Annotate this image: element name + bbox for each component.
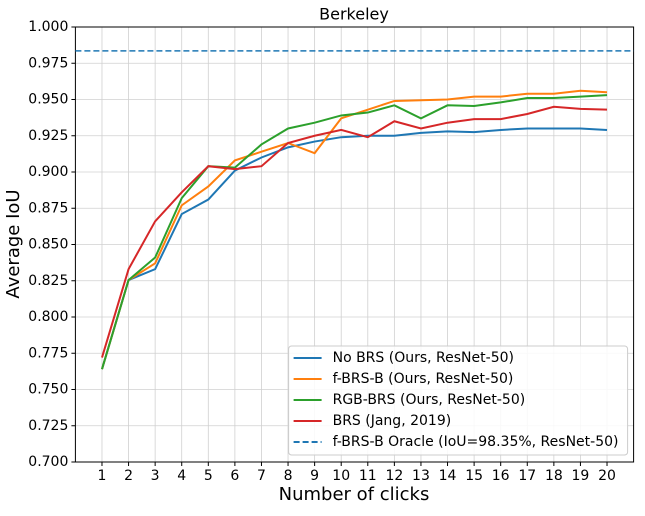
x-tick-label: 4 bbox=[177, 468, 186, 484]
y-tick-label: 1.000 bbox=[28, 19, 68, 35]
x-axis-label: Number of clicks bbox=[279, 484, 430, 505]
legend-label: No BRS (Ours, ResNet-50) bbox=[333, 350, 514, 366]
legend-box bbox=[288, 345, 629, 456]
y-axis-label: Average IoU bbox=[3, 189, 24, 298]
x-tick-label: 12 bbox=[385, 468, 403, 484]
data-line bbox=[101, 105, 608, 358]
legend-label: RGB-BRS (Ours, ResNet-50) bbox=[333, 392, 526, 408]
data-line bbox=[101, 127, 608, 370]
x-tick-label: 7 bbox=[257, 468, 266, 484]
x-tick-label: 14 bbox=[439, 468, 457, 484]
y-tick-label: 0.875 bbox=[28, 200, 68, 216]
y-tick-label: 0.825 bbox=[28, 273, 68, 289]
x-tick-label: 17 bbox=[518, 468, 536, 484]
x-tick-label: 3 bbox=[151, 468, 160, 484]
x-tick-label: 19 bbox=[572, 468, 590, 484]
legend-label: f-BRS-B (Ours, ResNet-50) bbox=[333, 371, 514, 387]
x-tick-label: 16 bbox=[492, 468, 510, 484]
y-tick-label: 0.850 bbox=[28, 237, 68, 253]
chart-title: Berkeley bbox=[319, 5, 389, 24]
y-tick-label: 0.725 bbox=[28, 418, 68, 434]
y-tick-label: 0.700 bbox=[28, 454, 68, 470]
legend-label: f-BRS-B Oracle (IoU=98.35%, ResNet-50) bbox=[333, 434, 619, 450]
x-tick-label: 10 bbox=[332, 468, 350, 484]
y-tick-label: 0.900 bbox=[28, 164, 68, 180]
x-tick-label: 11 bbox=[359, 468, 377, 484]
x-tick-label: 6 bbox=[230, 468, 239, 484]
x-tick-label: 18 bbox=[545, 468, 563, 484]
y-tick-label: 0.950 bbox=[28, 92, 68, 108]
x-tick-label: 9 bbox=[310, 468, 319, 484]
x-tick-label: 5 bbox=[204, 468, 213, 484]
plot-frame bbox=[74, 26, 635, 463]
y-tick-label: 0.800 bbox=[28, 309, 68, 325]
legend-label: BRS (Jang, 2019) bbox=[333, 413, 452, 429]
x-tick-label: 2 bbox=[124, 468, 133, 484]
data-line bbox=[101, 94, 608, 370]
y-tick-label: 0.775 bbox=[28, 345, 68, 361]
y-tick-label: 0.750 bbox=[28, 382, 68, 398]
x-tick-label: 20 bbox=[598, 468, 616, 484]
y-tick-label: 0.975 bbox=[28, 55, 68, 71]
x-tick-label: 1 bbox=[98, 468, 107, 484]
x-tick-label: 15 bbox=[465, 468, 483, 484]
x-tick-label: 8 bbox=[284, 468, 293, 484]
y-tick-label: 0.925 bbox=[28, 128, 68, 144]
x-tick-label: 13 bbox=[412, 468, 430, 484]
